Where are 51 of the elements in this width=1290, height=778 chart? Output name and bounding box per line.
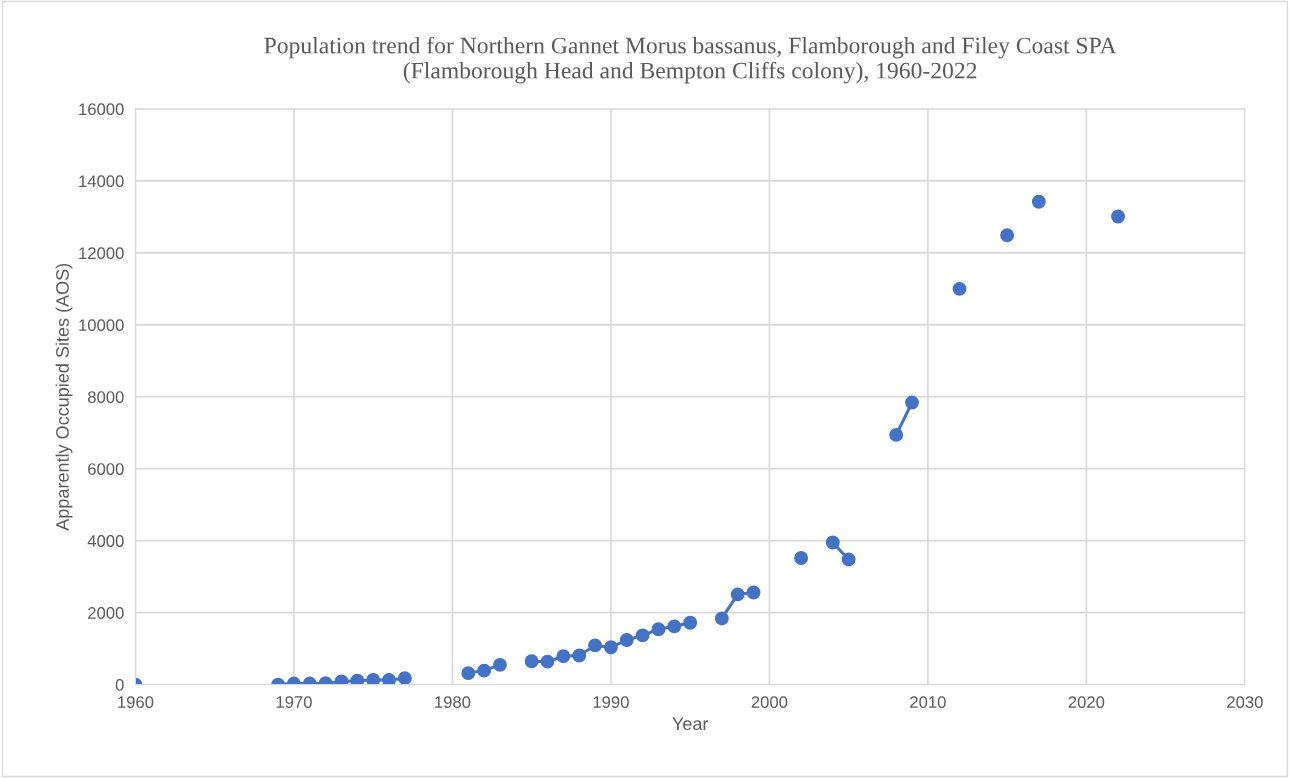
point [619,633,634,647]
point [714,611,729,626]
point [889,427,904,442]
point [1031,194,1046,209]
point [1111,209,1126,224]
y-axis-title: Apparently Occupied Sites (AOS) [55,263,73,531]
point [588,638,603,653]
point [493,657,507,672]
point [366,673,381,685]
x-tick-label: 2000 [751,696,788,708]
point [556,649,571,664]
y-tick-label: 6000 [88,463,124,475]
point [603,640,618,655]
point [746,585,761,600]
x-tick-label: 2010 [910,696,946,708]
point [350,673,365,685]
chart-title: Population trend for Northern Gannet Morus bassanus, Flamborough and Filey Coast SPA (Flamborough Head and Bempton Cliffs colony), 1960-2022 [264,36,1117,84]
y-tick-label: 0 [115,679,124,691]
x-tick-label: 2020 [1068,696,1105,708]
point [382,673,396,685]
y-tick-label: 12000 [79,247,124,260]
point [952,281,967,296]
point [651,622,666,637]
x-axis-title: Year [672,717,709,731]
y-tick-label: 14000 [79,175,124,188]
x-tick-label: 1990 [593,696,629,708]
x-tick-label: 1970 [276,696,312,708]
point [477,663,492,678]
point [1000,228,1015,243]
y-tick-label: 2000 [88,607,124,619]
point [524,654,539,669]
x-tick-label: 1960 [118,696,154,708]
point [825,535,840,550]
point [667,619,682,634]
y-tick-label: 16000 [79,103,124,116]
point [683,615,698,630]
point [841,552,856,567]
point [635,628,650,643]
point [572,648,587,663]
point [334,674,349,685]
y-tick-label: 10000 [79,319,124,332]
x-tick-label: 2030 [1227,696,1263,708]
point [794,551,809,565]
point [461,666,476,681]
point [397,671,412,685]
y-tick-label: 8000 [87,391,124,403]
y-tick-label: 4000 [87,535,124,547]
point [905,395,919,410]
point [540,654,555,669]
point [730,587,745,602]
x-tick-label: 1980 [435,696,471,708]
